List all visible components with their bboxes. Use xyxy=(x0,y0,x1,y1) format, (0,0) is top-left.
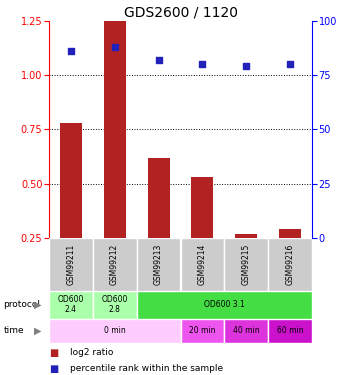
Text: OD600
2.8: OD600 2.8 xyxy=(101,295,128,314)
Text: OD600 3.1: OD600 3.1 xyxy=(204,300,245,309)
Point xyxy=(156,57,161,63)
Bar xyxy=(191,177,213,238)
Title: GDS2600 / 1120: GDS2600 / 1120 xyxy=(123,6,238,20)
Bar xyxy=(49,291,93,319)
Text: 0 min: 0 min xyxy=(104,326,126,335)
Bar xyxy=(93,291,136,319)
Text: GSM99213: GSM99213 xyxy=(154,244,163,285)
Text: 20 min: 20 min xyxy=(189,326,216,335)
Text: GSM99214: GSM99214 xyxy=(198,244,207,285)
Bar xyxy=(279,230,301,238)
Bar xyxy=(148,158,170,238)
Text: time: time xyxy=(4,326,24,335)
Text: GSM99216: GSM99216 xyxy=(286,244,295,285)
Point xyxy=(200,61,205,67)
Bar xyxy=(268,319,312,343)
Bar xyxy=(104,12,126,238)
Text: 40 min: 40 min xyxy=(233,326,260,335)
Bar xyxy=(49,238,93,291)
Bar xyxy=(93,238,136,291)
Text: log2 ratio: log2 ratio xyxy=(70,348,114,357)
Bar xyxy=(225,319,268,343)
Text: GSM99212: GSM99212 xyxy=(110,244,119,285)
Text: percentile rank within the sample: percentile rank within the sample xyxy=(70,364,223,373)
Text: ▶: ▶ xyxy=(34,300,42,310)
Point xyxy=(243,63,249,69)
Text: GSM99211: GSM99211 xyxy=(66,244,75,285)
Text: ■: ■ xyxy=(49,348,58,358)
Text: ■: ■ xyxy=(49,364,58,374)
Bar xyxy=(136,291,312,319)
Bar xyxy=(49,319,180,343)
Text: protocol: protocol xyxy=(4,300,40,309)
Bar xyxy=(235,234,257,238)
Point xyxy=(287,61,293,67)
Text: OD600
2.4: OD600 2.4 xyxy=(57,295,84,314)
Text: GSM99215: GSM99215 xyxy=(242,244,251,285)
Bar xyxy=(180,238,225,291)
Bar xyxy=(180,319,225,343)
Text: 60 min: 60 min xyxy=(277,326,304,335)
Text: ▶: ▶ xyxy=(34,326,42,336)
Bar xyxy=(136,238,180,291)
Bar xyxy=(268,238,312,291)
Point xyxy=(68,48,74,54)
Point xyxy=(112,44,117,50)
Bar xyxy=(225,238,268,291)
Bar xyxy=(60,123,82,238)
